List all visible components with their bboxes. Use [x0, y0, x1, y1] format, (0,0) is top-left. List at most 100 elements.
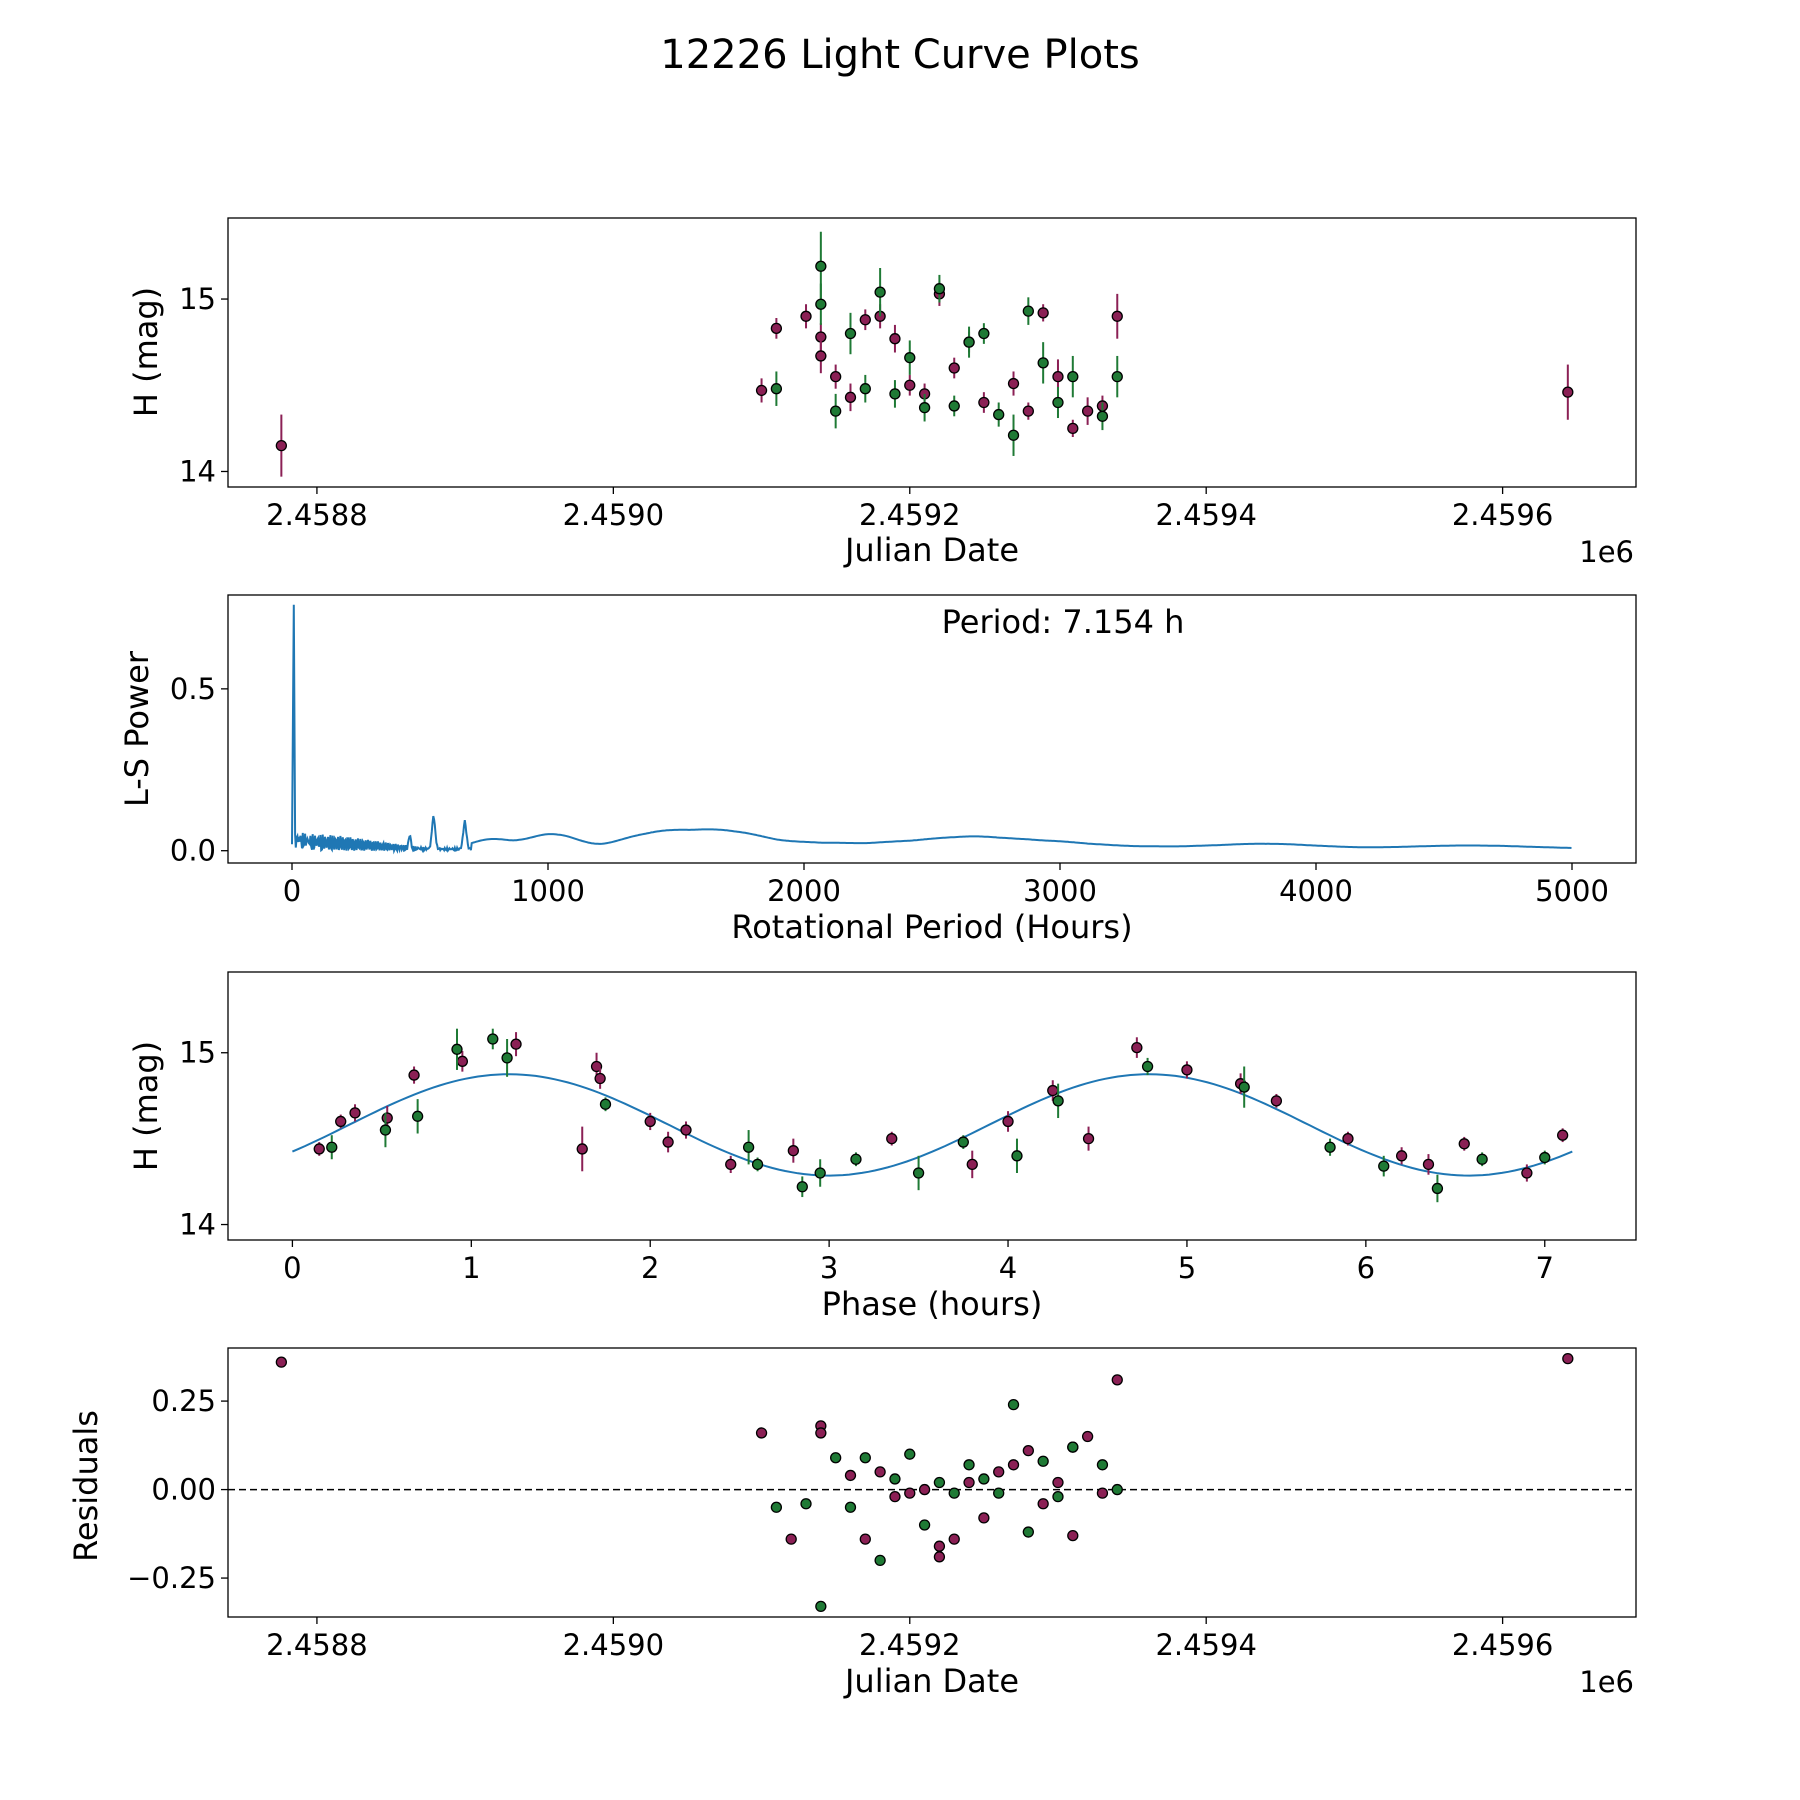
lightcurve-point-magenta: [815, 350, 827, 362]
lightcurve-point-magenta: [1052, 370, 1064, 383]
phased-point-magenta: [966, 1158, 978, 1171]
phased-ticks: 0 1 2 3 4 5 6 7 14 15: [179, 1036, 1554, 1285]
lightcurve-point-magenta: [275, 439, 288, 452]
residuals-point-green: [918, 1519, 931, 1531]
lightcurve-point-green: [948, 400, 960, 412]
periodogram-ytick-label: 0.5: [170, 672, 216, 706]
phased-point-green: [850, 1153, 862, 1165]
lightcurve-point-magenta: [844, 391, 857, 403]
phased-xtick-label: 4: [999, 1251, 1017, 1285]
lightcurve-point-magenta: [755, 384, 768, 397]
lightcurve-xtick-label: 2.4588: [266, 498, 367, 532]
phased-ylabel: H (mag): [127, 1041, 165, 1171]
phased-point-green: [1476, 1153, 1488, 1165]
residuals-point-green: [978, 1473, 990, 1485]
periodogram-xtick-label: 2000: [767, 874, 841, 908]
phased-axes-frame: [227, 971, 1637, 1241]
residuals-ylabel: Residuals: [67, 1410, 105, 1562]
residuals-point-magenta: [755, 1427, 768, 1439]
lightcurve-axes-frame: [227, 217, 1637, 488]
periodogram-xtick-label: 0: [283, 874, 301, 908]
residuals-ticks: 2.4588 2.4590 2.4592 2.4594 2.4596 0.25 0.00 −0…: [127, 1384, 1553, 1662]
lightcurve-point-green: [1096, 410, 1109, 422]
residuals-point-magenta: [874, 1466, 886, 1478]
phased-xtick-label: 3: [820, 1251, 838, 1285]
lightcurve-xlabel: Julian Date: [843, 531, 1019, 569]
residuals-point-green: [815, 1600, 827, 1613]
residuals-point-magenta: [1111, 1374, 1123, 1386]
phased-point-green: [912, 1167, 925, 1179]
phased-point-green: [326, 1141, 338, 1153]
lightcurve-xtick-label: 2.4590: [563, 498, 664, 532]
residuals-point-magenta: [785, 1533, 797, 1545]
phased-xlabel: Phase (hours): [822, 1285, 1043, 1323]
phased-point-magenta: [335, 1115, 347, 1128]
residuals-point-green: [933, 1476, 946, 1489]
lightcurve-point-green: [815, 298, 827, 310]
phased-plot-area: [291, 1028, 1573, 1203]
phased-point-magenta: [576, 1143, 588, 1155]
lightcurve-ylabel: H (mag): [127, 287, 165, 417]
phased-point-green: [501, 1052, 513, 1064]
lightcurve-point-green: [889, 388, 901, 400]
phased-point-magenta: [313, 1143, 325, 1155]
phased-point-magenta: [1422, 1158, 1435, 1171]
phased-point-magenta: [1521, 1167, 1533, 1179]
phased-point-magenta: [1181, 1064, 1193, 1076]
phased-point-magenta: [1556, 1129, 1569, 1141]
residuals-point-green: [993, 1487, 1005, 1499]
phased-point-green: [451, 1043, 463, 1055]
lightcurve-point-green: [844, 327, 857, 340]
lightcurve-ytick-label: 14: [179, 454, 216, 488]
residuals-point-magenta: [1037, 1498, 1049, 1510]
periodogram-line: [291, 604, 1572, 855]
phased-point-magenta: [787, 1145, 799, 1157]
panel-lightcurve: 2.4588 2.4590 2.4592 2.4594 2.4596 14 15 Julia…: [127, 217, 1637, 569]
lightcurve-point-magenta: [1111, 310, 1123, 322]
lightcurve-point-green: [770, 383, 783, 395]
lightcurve-xtick-label: 2.4592: [859, 498, 960, 532]
lightcurve-point-green: [1022, 305, 1034, 317]
periodogram-xtick-label: 3000: [1023, 874, 1097, 908]
lightcurve-ytick-label: 15: [179, 282, 216, 316]
phased-point-magenta: [1131, 1041, 1143, 1054]
lightcurve-point-green: [904, 352, 916, 364]
lightcurve-point-magenta: [889, 333, 901, 345]
periodogram-ylabel: L-S Power: [118, 650, 156, 807]
phased-point-green: [411, 1110, 424, 1122]
periodogram-xlabel: Rotational Period (Hours): [731, 908, 1132, 946]
phased-point-magenta: [644, 1115, 656, 1128]
phased-point-magenta: [680, 1124, 692, 1136]
lightcurve-point-magenta: [770, 322, 783, 335]
panel-phased: 0 1 2 3 4 5 6 7 14 15 Phase (hours) H (mag): [127, 971, 1637, 1323]
residuals-point-magenta: [1007, 1459, 1020, 1471]
phased-ytick-label: 15: [179, 1036, 216, 1070]
phased-point-green: [742, 1141, 755, 1153]
lightcurve-ticks: 2.4588 2.4590 2.4592 2.4594 2.4596 14 15: [179, 282, 1553, 532]
phased-point-magenta: [510, 1038, 522, 1050]
residuals-point-magenta: [1096, 1487, 1109, 1499]
lightcurve-point-green: [830, 405, 842, 417]
residuals-point-magenta: [859, 1533, 871, 1545]
periodogram-xtick-label: 5000: [1535, 874, 1609, 908]
lightcurve-point-green: [933, 283, 946, 295]
figure-title: 12226 Light Curve Plots: [660, 32, 1139, 78]
residuals-point-green: [1007, 1398, 1020, 1411]
phased-point-green: [1324, 1141, 1336, 1153]
phased-point-magenta: [1082, 1132, 1095, 1145]
lightcurve-point-green: [978, 327, 990, 340]
phased-xtick-label: 0: [283, 1251, 301, 1285]
phased-point-green: [1141, 1060, 1154, 1073]
phased-point-magenta: [1002, 1115, 1014, 1128]
residuals-point-green: [963, 1459, 975, 1471]
phased-point-green: [1539, 1151, 1551, 1164]
residuals-point-magenta: [1022, 1444, 1034, 1457]
residuals-ytick-label: 0.25: [151, 1384, 216, 1418]
lightcurve-point-green: [1037, 357, 1049, 369]
periodogram-axes-frame: [227, 594, 1637, 864]
periodogram-ytick-label: 0.0: [170, 834, 216, 868]
phased-point-magenta: [662, 1136, 674, 1148]
phased-point-green: [796, 1181, 808, 1193]
residuals-point-green: [1052, 1491, 1064, 1503]
residuals-point-magenta: [918, 1483, 931, 1496]
